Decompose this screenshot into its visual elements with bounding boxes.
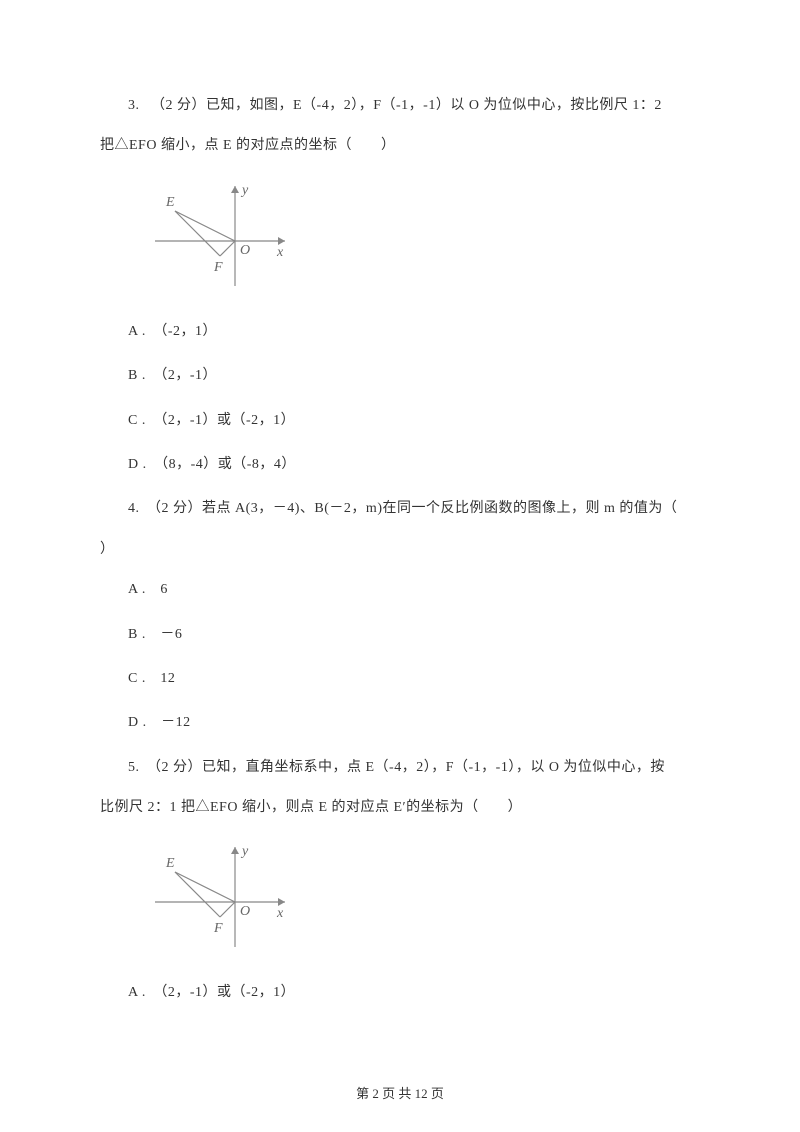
coordinate-diagram-icon: E F O x y xyxy=(150,837,300,957)
q5-figure: E F O x y xyxy=(150,837,700,957)
q3-option-c: C . （2，-1）或（-2，1） xyxy=(100,410,700,432)
svg-text:O: O xyxy=(240,904,250,919)
q4-option-b: B . －6 xyxy=(100,624,700,646)
svg-text:x: x xyxy=(276,906,284,921)
svg-text:F: F xyxy=(213,260,223,275)
q3-option-a: A . （-2，1） xyxy=(100,321,700,343)
svg-text:y: y xyxy=(240,844,249,859)
q3-line2: 把△EFO 缩小，点 E 的对应点的坐标（ ） xyxy=(100,135,700,157)
svg-text:y: y xyxy=(240,183,249,198)
q5-line2: 比例尺 2：1 把△EFO 缩小，则点 E 的对应点 E′的坐标为（ ） xyxy=(100,797,700,819)
q4-option-c: C . 12 xyxy=(100,668,700,690)
svg-text:O: O xyxy=(240,243,250,258)
svg-text:x: x xyxy=(276,245,284,260)
page-footer: 第 2 页 共 12 页 xyxy=(0,1083,800,1102)
q5-line1: 5. （2 分）已知，直角坐标系中，点 E（-4，2），F（-1，-1），以 O… xyxy=(100,757,700,779)
q3-option-b: B . （2，-1） xyxy=(100,365,700,387)
q4-line2: ） xyxy=(100,539,700,561)
page-content: 3. （2 分）已知，如图，E（-4，2），F（-1，-1）以 O 为位似中心，… xyxy=(0,0,800,1067)
svg-text:E: E xyxy=(165,195,175,210)
q4-line1: 4. （2 分）若点 A(3，－4)、B(－2，m)在同一个反比例函数的图像上，… xyxy=(100,498,700,520)
q4-option-a: A . 6 xyxy=(100,579,700,601)
q5-option-a: A . （2，-1）或（-2，1） xyxy=(100,982,700,1004)
q3-option-d: D . （8，-4）或（-8，4） xyxy=(100,454,700,476)
svg-text:E: E xyxy=(165,856,175,871)
svg-text:F: F xyxy=(213,921,223,936)
q4-option-d: D . －12 xyxy=(100,712,700,734)
q3-line1: 3. （2 分）已知，如图，E（-4，2），F（-1，-1）以 O 为位似中心，… xyxy=(100,95,700,117)
q3-figure: E F O x y xyxy=(150,176,700,296)
coordinate-diagram-icon: E F O x y xyxy=(150,176,300,296)
